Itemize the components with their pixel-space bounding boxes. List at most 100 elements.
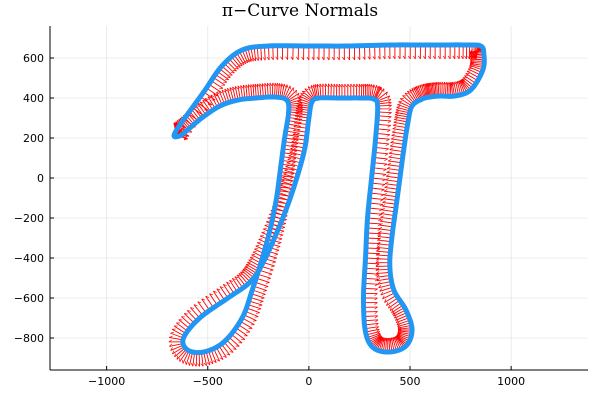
normal-arrowhead bbox=[382, 55, 386, 60]
normal-arrowhead bbox=[470, 60, 474, 63]
normal-arrowhead bbox=[203, 362, 207, 366]
normal-arrowhead bbox=[437, 55, 441, 60]
normal-arrowhead bbox=[190, 307, 194, 309]
normal-arrowhead bbox=[200, 101, 204, 104]
normal-arrowhead bbox=[385, 174, 390, 177]
normal-arrowhead bbox=[392, 130, 396, 133]
normal-arrowhead bbox=[278, 238, 283, 241]
normal-arrowhead bbox=[380, 336, 383, 341]
normal-arrowhead bbox=[170, 347, 173, 351]
normal-arrowhead bbox=[447, 82, 450, 86]
normal-arrowhead bbox=[376, 253, 380, 256]
normal-arrowhead bbox=[384, 299, 387, 303]
normal-arrowhead bbox=[281, 179, 285, 182]
normal-arrowhead bbox=[397, 323, 401, 327]
normal-arrowhead bbox=[388, 102, 392, 105]
normal-arrowhead bbox=[361, 83, 364, 88]
normal-arrowhead bbox=[371, 84, 374, 88]
normal-arrowhead bbox=[223, 283, 227, 286]
normal-arrowhead bbox=[459, 80, 463, 83]
normal-arrowhead bbox=[397, 55, 401, 60]
normal-arrowhead bbox=[201, 298, 206, 301]
normal-arrowhead bbox=[299, 107, 303, 111]
normal-arrowhead bbox=[184, 135, 189, 138]
normal-arrowhead bbox=[378, 213, 383, 217]
normal-arrowhead bbox=[413, 87, 417, 90]
normal-arrowhead bbox=[234, 86, 239, 90]
normal-arrowhead bbox=[377, 333, 381, 337]
normal-arrowhead bbox=[288, 154, 293, 157]
normal-arrowhead bbox=[448, 82, 452, 86]
normal-arrowhead bbox=[176, 355, 178, 360]
normal-arrowhead bbox=[363, 83, 366, 88]
normal-arrowhead bbox=[336, 56, 340, 61]
normal-arrowhead bbox=[469, 55, 474, 59]
normal-arrowhead bbox=[267, 82, 270, 87]
normal-arrowhead bbox=[350, 83, 354, 88]
normal-arrowhead bbox=[378, 230, 382, 234]
normal-arrowhead bbox=[298, 119, 303, 122]
normal-arrowhead bbox=[374, 306, 378, 310]
normal-arrowhead bbox=[390, 140, 395, 143]
normal-arrowhead bbox=[230, 72, 235, 74]
normal-arrowhead bbox=[258, 304, 263, 307]
normal-arrowhead bbox=[183, 126, 185, 131]
normal-arrowhead bbox=[380, 211, 385, 214]
normal-arrowhead bbox=[392, 55, 396, 60]
normal-arrowhead bbox=[268, 273, 273, 276]
normal-arrowhead bbox=[394, 317, 398, 321]
normal-arrowhead bbox=[450, 82, 454, 86]
normal-arrowhead bbox=[347, 56, 350, 61]
normal-arrowhead bbox=[301, 56, 304, 61]
normal-arrowhead bbox=[299, 105, 303, 108]
x-tick-label: 500 bbox=[400, 375, 421, 388]
chart-title: π−Curve Normals bbox=[222, 1, 378, 21]
normal-arrowhead bbox=[236, 66, 241, 68]
normal-arrowhead bbox=[394, 117, 398, 120]
normal-arrowhead bbox=[291, 169, 295, 172]
normal-arrowhead bbox=[280, 230, 285, 233]
normal-arrowhead bbox=[246, 59, 250, 63]
normal-arrowhead bbox=[421, 84, 425, 87]
normal-arrowhead bbox=[433, 82, 437, 86]
normal-arrowhead bbox=[228, 74, 233, 76]
normal-arrowhead bbox=[384, 181, 389, 184]
normal-arrowhead bbox=[266, 56, 270, 61]
normal-arrowhead bbox=[469, 50, 473, 53]
normal-arrowhead bbox=[319, 83, 323, 87]
normal-arrowhead bbox=[290, 173, 295, 176]
normal-arrowhead bbox=[379, 204, 383, 207]
normal-arrowhead bbox=[436, 82, 440, 86]
normal-arrowhead bbox=[453, 81, 457, 85]
normal-arrowhead bbox=[397, 330, 402, 333]
normal-arrowhead bbox=[380, 215, 384, 218]
normal-arrowhead bbox=[431, 82, 435, 86]
normal-arrowhead bbox=[238, 64, 243, 67]
normal-arrowhead bbox=[380, 194, 385, 197]
normal-arrowhead bbox=[286, 161, 291, 164]
normal-arrowhead bbox=[396, 105, 401, 108]
normal-arrowhead bbox=[297, 125, 301, 129]
normal-arrowhead bbox=[168, 339, 173, 343]
normal-arrowhead bbox=[393, 120, 398, 123]
normal-arrowhead bbox=[297, 122, 302, 125]
x-tick-label: 0 bbox=[305, 375, 312, 388]
normal-arrowhead bbox=[387, 55, 391, 60]
normal-arrowhead bbox=[202, 99, 207, 102]
normal-arrowhead bbox=[378, 284, 382, 289]
normal-arrowhead bbox=[274, 82, 278, 87]
normal-arrowhead bbox=[298, 115, 303, 119]
normal-arrowhead bbox=[377, 228, 382, 231]
normal-arrowhead bbox=[190, 362, 194, 367]
normal-arrowhead bbox=[419, 84, 423, 88]
normal-arrowhead bbox=[379, 219, 384, 222]
normal-arrowhead bbox=[375, 260, 379, 263]
normal-arrowhead bbox=[241, 270, 246, 272]
normal-arrowhead bbox=[267, 278, 271, 280]
normal-arrowhead bbox=[383, 168, 387, 172]
normal-arrowhead bbox=[290, 176, 294, 180]
normal-arrowhead bbox=[386, 138, 390, 142]
normal-arrowhead bbox=[336, 83, 339, 88]
y-tick-label: −800 bbox=[14, 332, 44, 345]
normal-arrowhead bbox=[407, 55, 411, 60]
